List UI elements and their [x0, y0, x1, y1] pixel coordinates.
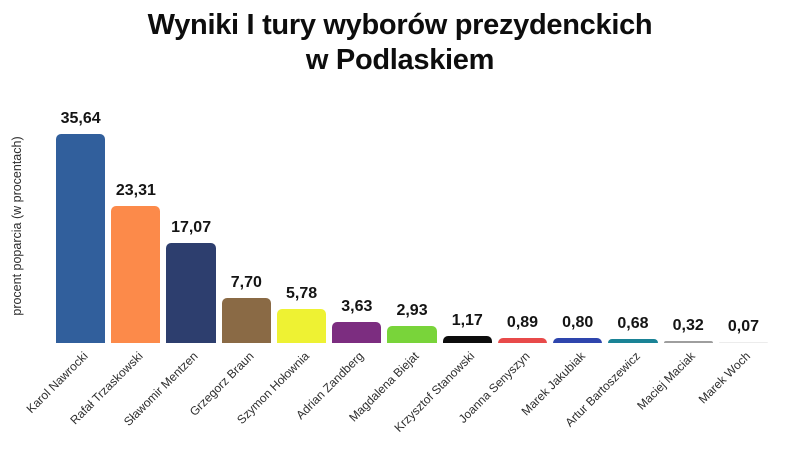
- bar-column: 0,80 Marek Jakubiak: [518, 134, 603, 418]
- bar: [442, 336, 492, 343]
- bar-column: 0,68 Artur Bartoszewicz: [562, 134, 658, 430]
- bar-column: 5,78 Szymon Hołownia: [234, 134, 327, 427]
- category-label: Marek Woch: [695, 349, 754, 407]
- bar: [56, 134, 106, 343]
- bar: [221, 298, 271, 343]
- chart-title-line1: Wyniki I tury wyborów prezydenckich: [147, 9, 653, 41]
- bar: [276, 309, 327, 343]
- bar: [332, 322, 382, 343]
- bar-column: 0,07 Marek Woch: [696, 134, 769, 406]
- bar-column: 23,31 Rafał Trzaskowski: [67, 134, 161, 427]
- bar: [663, 341, 713, 343]
- chart-title-line2: w Podlaskiem: [305, 44, 495, 77]
- bar-column: 0,89 Joanna Senyszyn: [456, 134, 548, 426]
- bar: [387, 326, 437, 343]
- bar-value-label: 0,32: [672, 317, 704, 334]
- bar-column: 7,70 Grzegorz Braun: [186, 134, 271, 419]
- bar-value-label: 1,17: [451, 312, 483, 329]
- bar-value-label: 35,64: [60, 110, 101, 127]
- bar-value-label: 5,78: [285, 285, 318, 302]
- bar-column: 17,07 Sławomir Mentzen: [121, 134, 216, 429]
- bar-value-label: 7,70: [230, 274, 262, 291]
- bar-value-label: 0,07: [727, 318, 759, 335]
- bar: [497, 338, 548, 343]
- bar-value-label: 0,68: [617, 315, 649, 332]
- bar-column: 0,32 Maciej Maciak: [634, 134, 713, 413]
- y-axis-label: procent poparcia (w procentach): [10, 136, 24, 316]
- bar: [111, 206, 161, 343]
- bar-column: 1,17 Krzysztof Stanowski: [391, 134, 492, 435]
- bar: [608, 339, 658, 343]
- plot-area: 35,64 Karol Nawrocki 23,31 Rafał Trzasko…: [24, 110, 769, 435]
- bar-value-label: 23,31: [115, 182, 156, 199]
- bar-value-label: 17,07: [171, 219, 212, 236]
- bar-value-label: 0,89: [506, 314, 539, 331]
- bar: [718, 342, 769, 343]
- bar-column: 2,93 Magdalena Biejat: [346, 134, 437, 424]
- bar: [166, 243, 216, 343]
- bar-column: 35,64 Karol Nawrocki: [24, 110, 106, 416]
- bar-value-label: 0,80: [562, 314, 594, 331]
- bar-value-label: 2,93: [396, 302, 428, 319]
- bar-column: 3,63 Adrian Zandberg: [294, 134, 382, 422]
- bar-value-label: 3,63: [341, 298, 373, 315]
- category-label: Maciej Maciak: [634, 349, 699, 413]
- bar: [553, 338, 603, 343]
- chart-title: Wyniki I tury wyborów prezydenckich w Po…: [0, 8, 800, 79]
